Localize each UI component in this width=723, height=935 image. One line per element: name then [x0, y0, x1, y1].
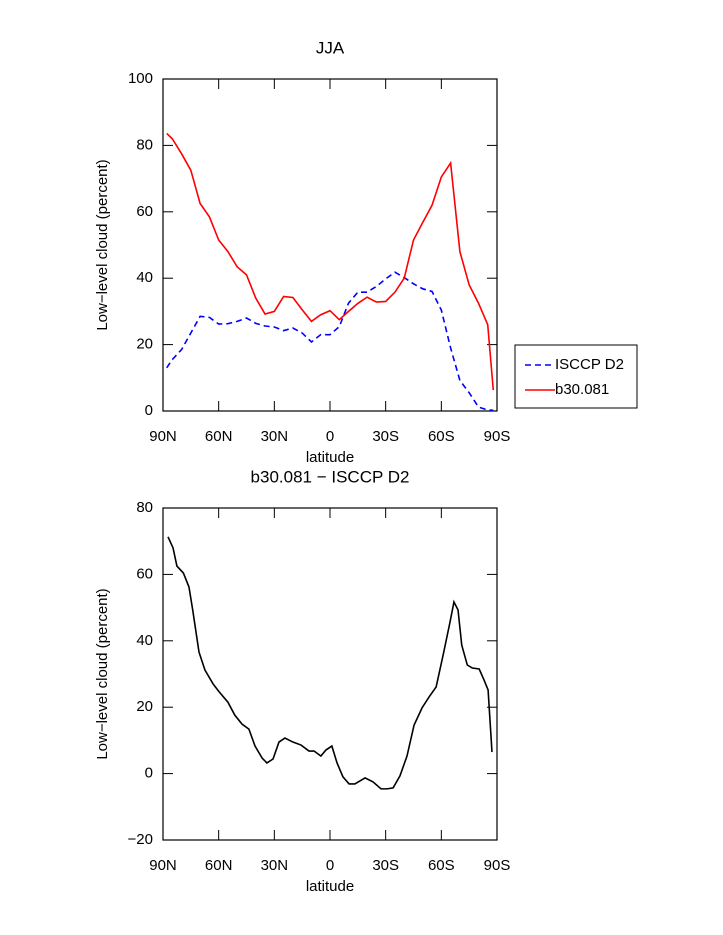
chart-title: b30.081 − ISCCP D2 — [251, 467, 410, 486]
x-tick-label: 90S — [484, 857, 511, 874]
y-tick-label: 80 — [136, 136, 153, 153]
legend-box — [514, 344, 638, 409]
legend-label: ISCCP D2 — [555, 356, 624, 373]
plot-frame — [162, 78, 498, 412]
x-tick-label: 0 — [326, 857, 334, 874]
y-tick-label: 60 — [136, 203, 153, 220]
y-tick-label: 0 — [145, 765, 153, 782]
x-tick-label: 30N — [261, 428, 289, 445]
y-tick-label: 20 — [136, 698, 153, 715]
y-axis-label: Low−level cloud (percent) — [94, 159, 111, 330]
x-axis-label: latitude — [306, 449, 354, 466]
x-tick-label: 60S — [428, 428, 455, 445]
x-tick-label: 30S — [372, 857, 399, 874]
y-tick-label: 40 — [136, 269, 153, 286]
plot-frame — [162, 507, 498, 841]
x-tick-label: 30N — [261, 857, 289, 874]
y-tick-label: 0 — [145, 402, 153, 419]
y-tick-label: 100 — [128, 70, 153, 87]
y-tick-label: −20 — [128, 831, 153, 848]
data-line — [167, 536, 493, 790]
y-axis-label: Low−level cloud (percent) — [94, 588, 111, 759]
x-axis-label: latitude — [306, 878, 354, 895]
chart-title: JJA — [316, 38, 345, 57]
y-tick-label: 40 — [136, 632, 153, 649]
x-tick-label: 90N — [149, 428, 177, 445]
legend-label: b30.081 — [555, 381, 609, 398]
x-tick-label: 60S — [428, 857, 455, 874]
data-line — [166, 132, 495, 391]
x-tick-label: 90S — [484, 428, 511, 445]
y-tick-label: 20 — [136, 336, 153, 353]
x-tick-label: 60N — [205, 857, 233, 874]
x-tick-label: 60N — [205, 428, 233, 445]
x-tick-label: 0 — [326, 428, 334, 445]
x-tick-label: 90N — [149, 857, 177, 874]
data-line — [166, 271, 494, 412]
y-tick-label: 60 — [136, 565, 153, 582]
y-tick-label: 80 — [136, 499, 153, 516]
x-tick-label: 30S — [372, 428, 399, 445]
